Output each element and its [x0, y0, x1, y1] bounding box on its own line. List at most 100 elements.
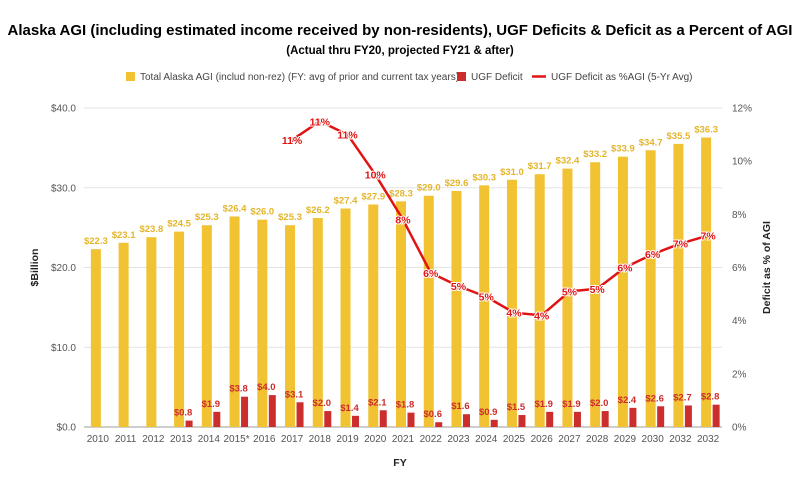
pct-value-label: 5%: [562, 286, 578, 298]
pct-point: [455, 283, 461, 289]
legend-swatch-agi: [126, 72, 135, 81]
legend-label-pct: UGF Deficit as %AGI (5-Yr Avg): [551, 72, 693, 83]
y2-axis-title: Deficit as % of AGI: [761, 221, 773, 314]
x-tick-label: 2010: [87, 434, 110, 445]
pct-point: [622, 265, 628, 270]
agi-value-label: $25.3: [278, 212, 302, 223]
agi-bar: [257, 219, 268, 427]
agi-value-label: $26.4: [223, 203, 247, 214]
deficit-bar: [241, 396, 249, 427]
x-tick-label: 2032: [669, 434, 692, 445]
deficit-bar: [573, 411, 581, 427]
agi-bar: [506, 179, 517, 427]
legend-label-agi: Total Alaska AGI (includ non-rez) (FY: a…: [140, 72, 459, 83]
x-tick-label: 2022: [420, 434, 443, 445]
y2-tick-label: 10%: [732, 157, 752, 168]
deficit-value-label: $3.8: [229, 384, 248, 395]
agi-bar: [118, 242, 129, 427]
pct-value-label: 4%: [534, 310, 550, 322]
deficit-bar: [213, 411, 221, 427]
agi-value-label: $34.7: [639, 137, 663, 148]
deficit-value-label: $1.8: [396, 400, 415, 411]
x-tick-label: 2021: [392, 434, 415, 445]
agi-bar: [90, 249, 101, 427]
agi-bar: [701, 137, 712, 427]
pct-value-label: 11%: [310, 116, 331, 128]
x-tick-label: 2032: [697, 434, 720, 445]
deficit-bar: [185, 420, 193, 427]
deficit-bar: [518, 415, 526, 427]
deficit-value-label: $2.0: [590, 398, 609, 409]
agi-bar: [174, 231, 185, 427]
y2-tick-label: 6%: [732, 263, 747, 274]
agi-value-label: $36.3: [694, 125, 718, 136]
pct-value-label: 5%: [451, 281, 467, 293]
agi-value-label: $31.7: [528, 161, 552, 172]
deficit-value-label: $2.8: [701, 392, 720, 403]
deficit-value-label: $2.4: [618, 395, 637, 406]
pct-point: [372, 171, 378, 177]
deficit-value-label: $1.9: [562, 399, 581, 410]
deficit-value-label: $2.6: [645, 393, 664, 404]
pct-point: [289, 137, 295, 143]
pct-value-label: 6%: [645, 249, 661, 261]
x-tick-label: 2028: [586, 434, 609, 445]
deficit-value-label: $4.0: [257, 382, 276, 393]
agi-value-label: $31.0: [500, 167, 524, 178]
deficit-value-label: $0.8: [174, 408, 193, 419]
agi-value-label: $26.2: [306, 205, 330, 216]
deficit-value-label: $1.9: [202, 399, 221, 410]
deficit-bar: [379, 410, 387, 427]
pct-value-label: 7%: [701, 231, 717, 243]
deficit-bar: [546, 411, 554, 427]
chart-title: Alaska AGI (including estimated income r…: [7, 22, 793, 39]
x-tick-label: 2019: [336, 434, 359, 445]
x-tick-label: 2016: [253, 434, 276, 445]
y2-tick-label: 12%: [732, 104, 752, 115]
deficit-bar: [296, 402, 304, 427]
agi-value-label: $29.6: [445, 178, 469, 189]
pct-point: [650, 251, 656, 257]
agi-value-label: $28.3: [389, 188, 413, 199]
agi-bar: [396, 201, 406, 427]
pct-point: [400, 217, 406, 223]
pct-point: [539, 312, 545, 318]
x-axis-title: FY: [393, 457, 406, 469]
legend-swatch-deficit: [457, 72, 466, 81]
x-tick-label: 2026: [531, 434, 554, 445]
agi-bar: [562, 168, 573, 428]
pct-point: [317, 118, 323, 124]
deficit-bar: [435, 422, 443, 427]
deficit-value-label: $1.6: [451, 401, 470, 412]
x-tick-label: 2020: [364, 434, 387, 445]
deficit-value-label: $2.7: [673, 392, 692, 403]
x-tick-label: 2027: [558, 434, 581, 445]
x-tick-label: 2013: [170, 434, 193, 445]
agi-bar: [423, 195, 434, 427]
agi-bar: [590, 162, 601, 428]
agi-value-label: $25.3: [195, 212, 219, 223]
agi-bar: [534, 174, 545, 427]
legend-label-deficit: UGF Deficit: [471, 72, 523, 83]
deficit-bar: [352, 415, 360, 427]
agi-bar: [617, 156, 628, 427]
pct-value-label: 11%: [337, 130, 358, 142]
pct-point: [483, 294, 489, 300]
y2-tick-label: 4%: [732, 316, 747, 327]
deficit-bar: [712, 404, 720, 427]
x-tick-label: 2030: [642, 434, 665, 445]
deficit-value-label: $1.4: [340, 403, 359, 414]
x-tick-label: 2012: [142, 434, 165, 445]
agi-bar: [146, 237, 157, 427]
x-tick-label: 2024: [475, 434, 498, 445]
pct-value-label: 8%: [395, 215, 411, 227]
deficit-bar: [629, 407, 637, 427]
agi-value-label: $22.3: [84, 236, 108, 247]
pct-value-label: 4%: [506, 308, 522, 320]
agi-value-label: $35.5: [667, 131, 691, 142]
deficit-value-label: $1.5: [507, 402, 526, 413]
pct-value-label: 6%: [617, 263, 633, 275]
deficit-value-label: $3.1: [285, 389, 304, 400]
y-tick-label: $30.0: [51, 183, 76, 194]
